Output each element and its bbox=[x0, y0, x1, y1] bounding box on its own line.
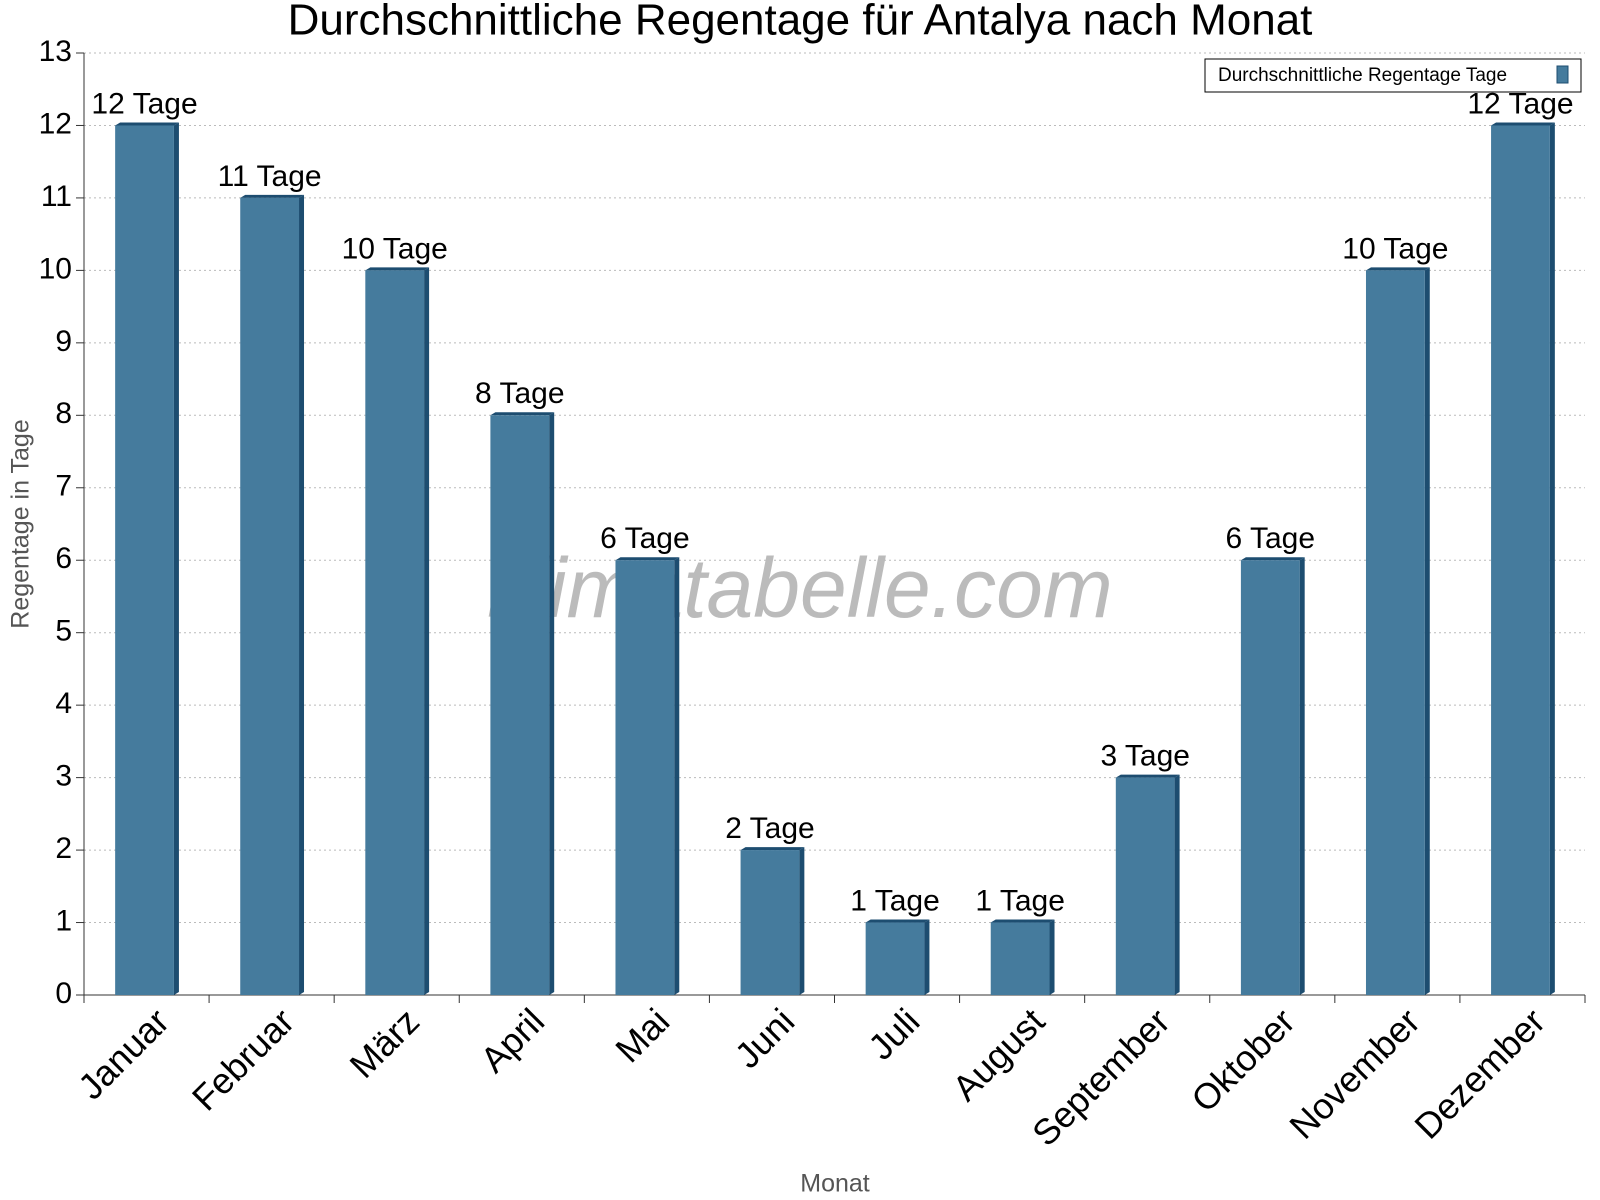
bar-top bbox=[740, 847, 805, 851]
bar bbox=[865, 922, 925, 995]
x-tick-label: April bbox=[472, 1000, 552, 1080]
bar-top bbox=[1491, 122, 1555, 126]
value-label: 12 Tage bbox=[91, 87, 197, 120]
legend-swatch bbox=[1556, 65, 1569, 84]
value-label: 1 Tage bbox=[975, 884, 1065, 917]
y-tick-label: 7 bbox=[55, 470, 72, 503]
y-tick-label: 3 bbox=[55, 760, 72, 793]
bar-side bbox=[1174, 774, 1180, 995]
bar-top bbox=[240, 194, 305, 198]
x-tick-label: Februar bbox=[184, 1000, 302, 1118]
bar-side bbox=[799, 847, 805, 995]
bar-top bbox=[490, 412, 555, 416]
legend-box bbox=[1204, 58, 1582, 93]
bar-top bbox=[865, 919, 930, 923]
bar-side bbox=[299, 194, 305, 995]
x-tick-label: Mai bbox=[607, 1000, 677, 1070]
value-label: 1 Tage bbox=[850, 884, 940, 917]
value-label: 2 Tage bbox=[725, 812, 815, 845]
bar-top bbox=[365, 267, 430, 271]
bar bbox=[1365, 270, 1425, 995]
x-tick-label: Juni bbox=[727, 1000, 803, 1076]
bar-top bbox=[1240, 557, 1305, 561]
bar-top bbox=[990, 919, 1055, 923]
x-tick-label: November bbox=[1281, 1000, 1427, 1146]
bar bbox=[240, 197, 300, 995]
bar bbox=[990, 922, 1050, 995]
bar-top bbox=[1365, 267, 1430, 271]
bar-side bbox=[1424, 267, 1430, 995]
x-tick-label: Oktober bbox=[1183, 1000, 1303, 1120]
value-label: 6 Tage bbox=[1226, 522, 1316, 555]
bar bbox=[740, 850, 800, 995]
bar bbox=[615, 560, 675, 995]
x-tick-label: März bbox=[342, 1000, 428, 1086]
legend-label: Durchschnittliche Regentage Tage bbox=[1218, 65, 1507, 86]
bar-top bbox=[115, 122, 179, 126]
value-label: 10 Tage bbox=[342, 232, 448, 265]
y-tick-label: 0 bbox=[55, 977, 72, 1010]
bar-side bbox=[173, 122, 179, 995]
bar bbox=[365, 270, 425, 995]
x-tick-label: September bbox=[1024, 1000, 1178, 1154]
bar-top bbox=[1115, 774, 1180, 778]
value-label: 12 Tage bbox=[1467, 87, 1573, 120]
y-tick-label: 13 bbox=[39, 35, 72, 68]
value-label: 11 Tage bbox=[218, 160, 322, 193]
x-axis-title: Monat bbox=[800, 1170, 870, 1198]
bar bbox=[115, 125, 174, 995]
bar-side bbox=[924, 919, 930, 995]
bar-side bbox=[549, 412, 555, 995]
y-tick-label: 9 bbox=[55, 325, 72, 358]
x-tick-label: Juli bbox=[860, 1000, 927, 1067]
y-tick-label: 6 bbox=[55, 542, 72, 575]
bar-side bbox=[1049, 919, 1055, 995]
bar bbox=[1115, 777, 1175, 995]
bar-side bbox=[674, 557, 680, 995]
y-tick-label: 11 bbox=[41, 180, 72, 213]
bar-side bbox=[424, 267, 430, 995]
y-tick-label: 12 bbox=[39, 107, 72, 140]
y-tick-label: 4 bbox=[55, 687, 72, 720]
chart-title: Durchschnittliche Regentage für Antalya … bbox=[288, 0, 1313, 45]
bar-top bbox=[615, 557, 680, 561]
y-tick-label: 5 bbox=[55, 615, 72, 648]
x-tick-label: August bbox=[944, 1000, 1052, 1108]
y-tick-label: 2 bbox=[55, 832, 72, 865]
y-tick-label: 10 bbox=[39, 252, 72, 285]
bar-side bbox=[1549, 122, 1555, 995]
y-tick-label: 8 bbox=[55, 397, 72, 430]
x-tick-label: Januar bbox=[70, 1000, 177, 1107]
value-label: 6 Tage bbox=[600, 522, 690, 555]
x-tick-label: Dezember bbox=[1406, 1000, 1552, 1146]
value-label: 8 Tage bbox=[475, 377, 565, 410]
value-label: 3 Tage bbox=[1100, 740, 1190, 773]
y-axis-title: Regentage in Tage bbox=[7, 419, 35, 628]
bar bbox=[490, 415, 550, 995]
legend: Durchschnittliche Regentage Tage bbox=[1204, 58, 1582, 93]
bar bbox=[1491, 125, 1550, 995]
watermark: klimatabelle.com bbox=[487, 541, 1113, 635]
bar bbox=[1240, 560, 1300, 995]
y-tick-label: 1 bbox=[55, 904, 72, 937]
bar-side bbox=[1299, 557, 1305, 995]
value-label: 10 Tage bbox=[1342, 232, 1448, 265]
